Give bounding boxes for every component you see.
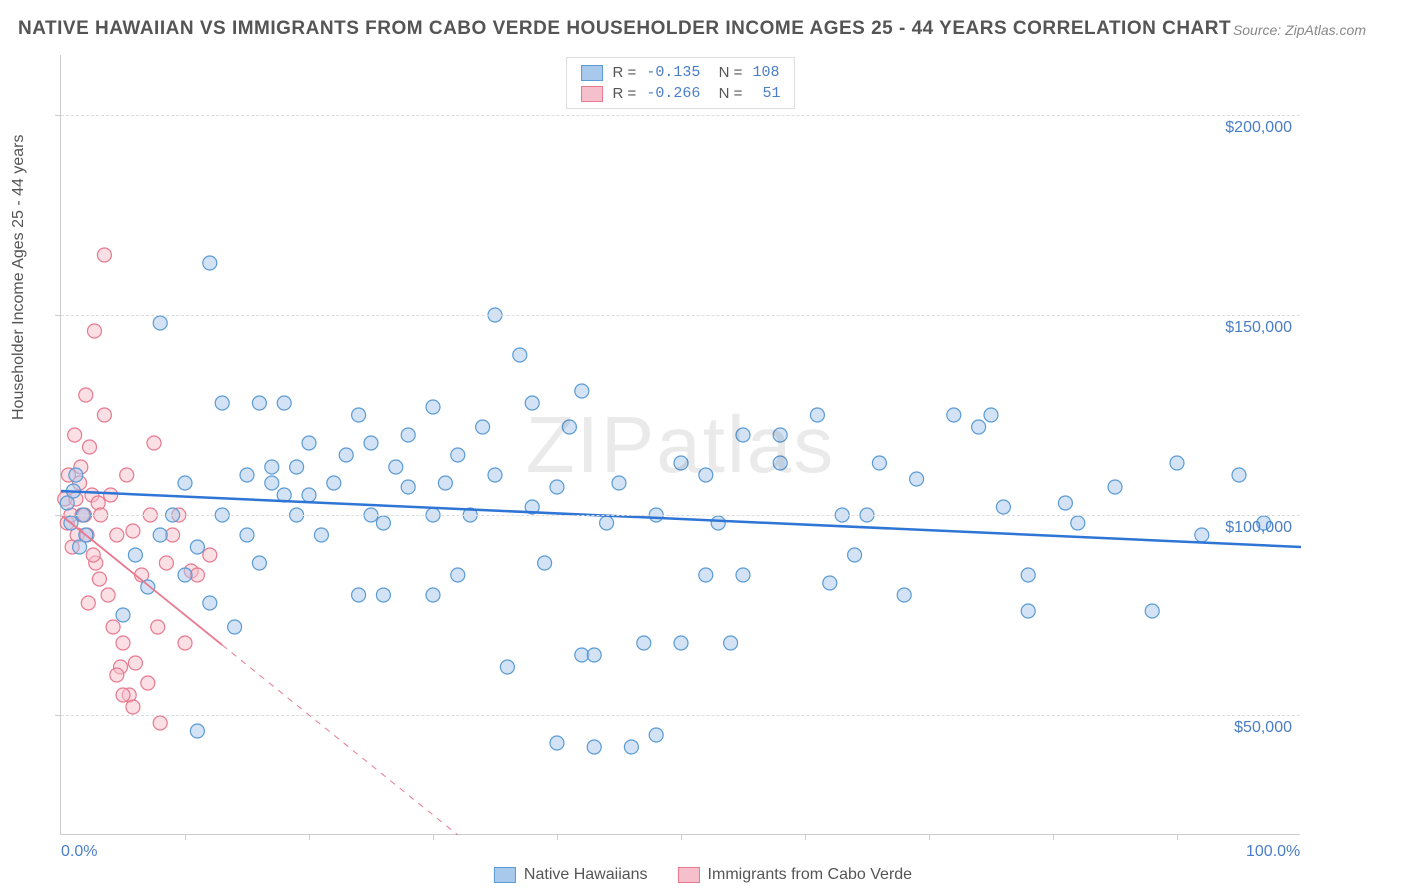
swatch-series1-bottom xyxy=(494,867,516,883)
chart-title: NATIVE HAWAIIAN VS IMMIGRANTS FROM CABO … xyxy=(18,18,1231,40)
legend-item-series2: Immigrants from Cabo Verde xyxy=(678,866,913,884)
swatch-series2 xyxy=(581,86,603,102)
n-label: N = xyxy=(710,85,742,102)
swatch-series1 xyxy=(581,65,603,81)
correlation-legend: R = -0.135 N = 108 R = -0.266 N = 51 xyxy=(566,57,796,109)
legend-label-series2: Immigrants from Cabo Verde xyxy=(708,866,913,884)
swatch-series2-bottom xyxy=(678,867,700,883)
legend-label-series1: Native Hawaiians xyxy=(524,866,648,884)
y-tick-label: $100,000 xyxy=(1225,519,1292,537)
r-label: R = xyxy=(613,64,637,81)
n-value-series1: 108 xyxy=(752,64,779,81)
n-label: N = xyxy=(710,64,742,81)
y-tick-label: $150,000 xyxy=(1225,319,1292,337)
r-value-series1: -0.135 xyxy=(646,64,700,81)
n-value-series2: 51 xyxy=(752,85,780,102)
plot-area: ZIPatlas R = -0.135 N = 108 R = -0.266 N… xyxy=(60,55,1300,835)
scatter-svg xyxy=(61,55,1301,835)
legend-row-series1: R = -0.135 N = 108 xyxy=(581,64,781,81)
bottom-legend: Native Hawaiians Immigrants from Cabo Ve… xyxy=(494,866,912,884)
y-tick-label: $50,000 xyxy=(1234,719,1292,737)
legend-item-series1: Native Hawaiians xyxy=(494,866,648,884)
x-tick-label: 0.0% xyxy=(61,843,97,861)
r-label: R = xyxy=(613,85,637,102)
r-value-series2: -0.266 xyxy=(646,85,700,102)
y-tick-label: $200,000 xyxy=(1225,119,1292,137)
chart-container: NATIVE HAWAIIAN VS IMMIGRANTS FROM CABO … xyxy=(0,0,1406,892)
source-attribution: Source: ZipAtlas.com xyxy=(1233,22,1366,38)
y-axis-label: Householder Income Ages 25 - 44 years xyxy=(10,135,28,421)
x-tick-label: 100.0% xyxy=(1246,843,1300,861)
legend-row-series2: R = -0.266 N = 51 xyxy=(581,85,781,102)
